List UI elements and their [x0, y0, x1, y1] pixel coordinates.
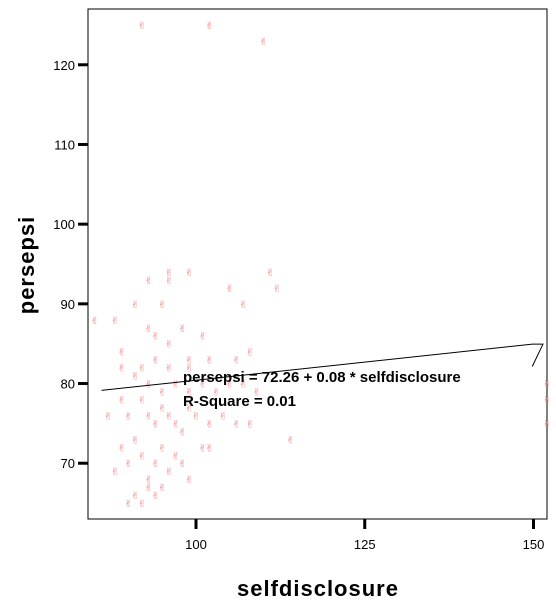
data-point: ✌ — [259, 37, 267, 48]
data-point: ✌ — [118, 395, 126, 406]
data-point: ✌ — [138, 364, 146, 375]
data-point: ✌ — [273, 284, 281, 295]
data-point: ✌ — [232, 356, 240, 367]
data-point: ✌ — [165, 268, 173, 279]
data-point: ✌ — [158, 403, 166, 414]
r-square-label: R-Square = 0.01 — [183, 393, 296, 410]
data-point: ✌ — [178, 427, 186, 438]
data-point: ✌ — [118, 364, 126, 375]
data-point: ✌ — [165, 364, 173, 375]
data-point: ✌ — [178, 459, 186, 470]
data-point: ✌ — [145, 324, 153, 335]
y-tick-label: 80 — [61, 377, 75, 392]
y-tick-label: 90 — [61, 297, 75, 312]
data-point: ✌ — [543, 419, 551, 430]
data-point: ✌ — [138, 451, 146, 462]
regression-equation: persepsi = 72.26 + 0.08 * selfdisclosure — [183, 369, 461, 386]
data-point: ✌ — [145, 483, 153, 494]
data-point: ✌ — [151, 491, 159, 502]
data-point: ✌ — [118, 348, 126, 359]
y-tick-label: 120 — [53, 58, 75, 73]
data-point: ✌ — [151, 332, 159, 343]
y-tick-label: 110 — [54, 137, 75, 152]
data-point: ✌ — [145, 411, 153, 422]
x-axis-title: selfdisclosure — [237, 576, 399, 601]
data-point: ✌ — [124, 411, 132, 422]
data-point: ✌ — [131, 491, 139, 502]
data-point: ✌ — [286, 435, 294, 446]
data-point: ✌ — [199, 332, 207, 343]
data-point: ✌ — [111, 467, 119, 478]
data-point: ✌ — [226, 380, 234, 391]
data-point: ✌ — [172, 380, 180, 391]
y-tick-label: 70 — [61, 456, 75, 471]
data-point: ✌ — [165, 411, 173, 422]
data-point: ✌ — [172, 451, 180, 462]
x-tick-label: 100 — [185, 537, 207, 552]
data-point: ✌ — [239, 300, 247, 311]
data-point: ✌ — [145, 475, 153, 486]
data-point: ✌ — [178, 324, 186, 335]
data-point: ✌ — [172, 419, 180, 430]
data-point: ✌ — [185, 388, 193, 399]
data-point: ✌ — [104, 411, 112, 422]
x-tick-label: 150 — [523, 537, 545, 552]
data-point: ✌ — [205, 443, 213, 454]
data-point: ✌ — [165, 276, 173, 287]
x-tick-label: 125 — [354, 537, 376, 552]
data-point: ✌ — [199, 380, 207, 391]
data-point: ✌ — [145, 276, 153, 287]
data-point: ✌ — [118, 443, 126, 454]
data-point: ✌ — [158, 300, 166, 311]
y-tick-label: 100 — [53, 217, 75, 232]
y-axis: 70 80 90 100 110 120 — [53, 58, 88, 471]
data-point: ✌ — [185, 475, 193, 486]
data-point: ✌ — [185, 403, 193, 414]
data-point: ✌ — [131, 372, 139, 383]
data-point: ✌ — [219, 411, 227, 422]
data-point: ✌ — [199, 443, 207, 454]
data-point: ✌ — [212, 388, 220, 399]
data-point: ✌ — [232, 419, 240, 430]
data-point: ✌ — [192, 411, 200, 422]
plot-area — [87, 8, 548, 520]
data-point: ✌ — [138, 395, 146, 406]
data-point: ✌ — [246, 348, 254, 359]
y-axis-title: persepsi — [14, 216, 39, 315]
data-point: ✌ — [253, 388, 261, 399]
data-point: ✌ — [185, 364, 193, 375]
data-point: ✌ — [205, 356, 213, 367]
data-point: ✌ — [205, 21, 213, 32]
data-point: ✌ — [266, 268, 274, 279]
data-point: ✌ — [151, 356, 159, 367]
data-point: ✌ — [151, 419, 159, 430]
data-point: ✌ — [131, 300, 139, 311]
data-point: ✌ — [165, 340, 173, 351]
data-point: ✌ — [158, 388, 166, 399]
data-point: ✌ — [124, 499, 132, 510]
data-point: ✌ — [138, 499, 146, 510]
data-point: ✌ — [226, 284, 234, 295]
data-point: ✌ — [543, 395, 551, 406]
data-point: ✌ — [124, 459, 132, 470]
data-point: ✌ — [158, 443, 166, 454]
data-point: ✌ — [185, 268, 193, 279]
regression-line — [101, 343, 544, 391]
data-point: ✌ — [239, 380, 247, 391]
data-point: ✌ — [151, 459, 159, 470]
data-point: ✌ — [138, 21, 146, 32]
data-point: ✌ — [246, 419, 254, 430]
data-points: ✌ ✌✌✌ ✌✌✌✌✌✌ ✌✌✌✌✌✌✌✌✌✌✌✌✌ ✌✌✌✌ ✌✌✌✌✌✌✌✌✌✌✌ ✌✌… — [91, 21, 552, 510]
data-point: ✌ — [131, 435, 139, 446]
data-point: ✌ — [91, 316, 99, 327]
data-point: ✌ — [158, 483, 166, 494]
data-point: ✌ — [543, 380, 551, 391]
x-axis: 100 125 150 — [185, 519, 544, 552]
data-point: ✌ — [205, 419, 213, 430]
data-point: ✌ — [165, 467, 173, 478]
data-point: ✌ — [111, 316, 119, 327]
data-point: ✌ — [185, 356, 193, 367]
